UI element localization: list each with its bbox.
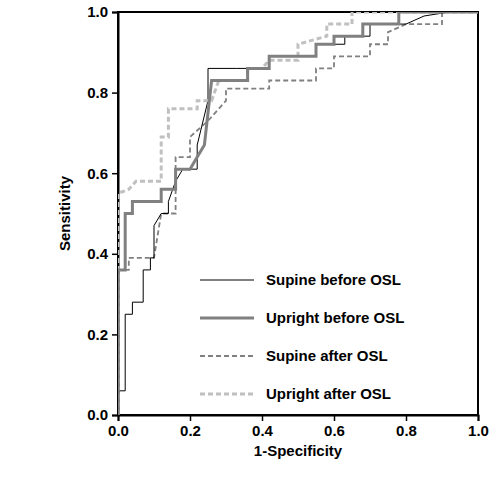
tick-label: 0.8 <box>87 84 108 101</box>
legend-swatch <box>200 317 254 320</box>
legend-swatch <box>200 355 254 357</box>
tick: 0.0 <box>108 415 129 439</box>
y-axis-title: Sensitivity <box>56 175 73 251</box>
legend-label: Supine after OSL <box>266 347 388 364</box>
legend-entry: Supine before OSL <box>200 271 401 288</box>
tick: 0.2 <box>180 415 201 439</box>
tick-label: 0.2 <box>87 326 108 343</box>
y-axis: 0.0 0.2 0.4 0.6 0.8 1.0 <box>87 3 118 423</box>
legend: Supine before OSL Upright before OSL Supin… <box>200 271 404 402</box>
chart: 0.0 0.2 0.4 0.6 0.8 1.0 0.0 0.2 0.4 0.6 0.8 1.0 Supi… <box>0 0 500 484</box>
tick-label: 1.0 <box>468 422 489 439</box>
tick-label: 0.6 <box>324 422 345 439</box>
tick-label: 0.4 <box>87 245 109 262</box>
tick-label: 0.4 <box>252 422 274 439</box>
tick-label: 0.2 <box>180 422 201 439</box>
tick: 1.0 <box>468 415 489 439</box>
tick: 0.4 <box>252 415 274 439</box>
tick: 0.2 <box>87 326 118 343</box>
roc-line <box>118 12 478 415</box>
legend-entry: Supine after OSL <box>200 347 388 364</box>
plot: 0.0 0.2 0.4 0.6 0.8 1.0 0.0 0.2 0.4 0.6 0.8 1.0 Supi… <box>87 3 489 438</box>
tick: 0.6 <box>87 165 118 182</box>
x-axis-title: 1-Specificity <box>254 442 343 459</box>
roc-line <box>118 12 478 415</box>
series-group <box>118 12 478 415</box>
axis-line <box>119 416 479 422</box>
legend-entry: Upright after OSL <box>200 385 391 402</box>
tick: 0.0 <box>87 406 118 423</box>
tick-label: 0.6 <box>87 165 108 182</box>
tick-label: 0.0 <box>87 406 108 423</box>
tick: 0.4 <box>87 245 118 262</box>
legend-swatch <box>200 393 254 396</box>
legend-label: Supine before OSL <box>266 271 401 288</box>
legend-label: Upright before OSL <box>266 309 404 326</box>
x-axis: 0.0 0.2 0.4 0.6 0.8 1.0 <box>108 415 489 439</box>
tick: 1.0 <box>87 3 118 20</box>
legend-swatch <box>200 280 254 281</box>
tick: 0.8 <box>396 415 417 439</box>
tick-label: 0.8 <box>396 422 417 439</box>
tick: 0.6 <box>324 415 345 439</box>
legend-label: Upright after OSL <box>266 385 391 402</box>
tick-label: 0.0 <box>108 422 129 439</box>
tick-label: 1.0 <box>87 3 108 20</box>
legend-entry: Upright before OSL <box>200 309 404 326</box>
roc-line <box>118 12 478 415</box>
roc-line <box>118 12 478 415</box>
tick: 0.8 <box>87 84 118 101</box>
plot-frame <box>118 12 478 415</box>
